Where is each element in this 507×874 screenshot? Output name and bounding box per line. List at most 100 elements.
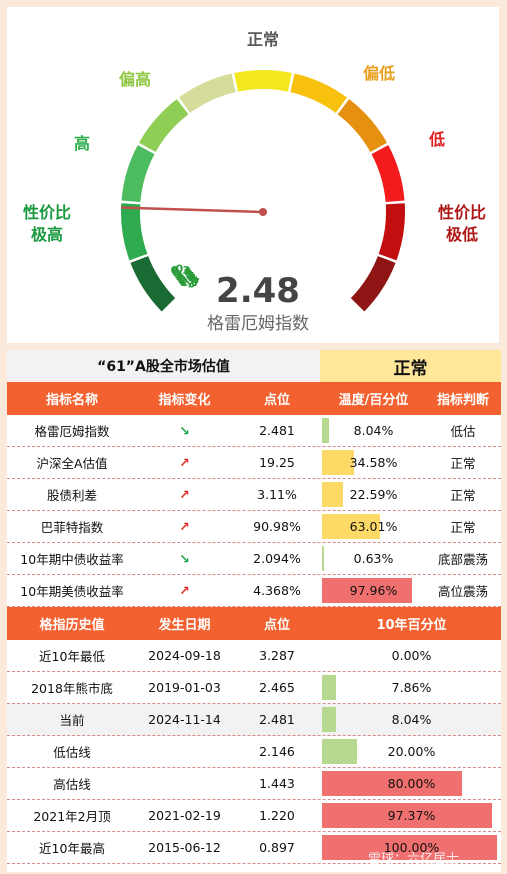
history-name-text: 低估线 bbox=[53, 745, 91, 760]
indicator-judgment: 正常 bbox=[425, 511, 501, 542]
percentile-bar bbox=[322, 450, 354, 475]
indicator-percentile-text: 22.59% bbox=[349, 487, 398, 502]
history-column-header: 点位 bbox=[232, 607, 322, 640]
history-value: 2.146 bbox=[232, 736, 322, 767]
watermark-text: 雪球：六亿居士 bbox=[368, 852, 460, 867]
indicator-value: 2.094% bbox=[232, 543, 322, 574]
history-percentile-text: 0.00% bbox=[391, 648, 432, 663]
indicator-name: 沪深全A估值 bbox=[7, 447, 137, 478]
section-title: “61”A股全市场估值 bbox=[7, 350, 320, 382]
history-value-text: 0.897 bbox=[259, 840, 295, 855]
indicator-change: ↗ bbox=[137, 575, 232, 606]
indicator-name-text: 格雷厄姆指数 bbox=[34, 424, 110, 439]
history-name-text: 2018年熊市底 bbox=[31, 681, 113, 696]
history-percentile-bar bbox=[322, 675, 336, 700]
history-value-text: 2.481 bbox=[259, 712, 295, 727]
gauge-zone-label: 高 bbox=[74, 134, 90, 153]
gauge-segment bbox=[139, 99, 189, 153]
indicator-change: ↘ bbox=[137, 543, 232, 574]
gauge-zone-label: 偏低 bbox=[363, 64, 395, 83]
indicator-percentile-text: 8.04% bbox=[353, 423, 394, 438]
gauge-name: 格雷厄姆指数 bbox=[207, 314, 309, 334]
indicator-judgment-text: 正常 bbox=[450, 520, 476, 535]
history-percentile-text: 7.86% bbox=[391, 680, 432, 695]
valuation-table: “61”A股全市场估值 正常 指标名称 指标变化 点位 温度/百分位 指标判断 格雷厄姆指数 ↘… bbox=[7, 350, 501, 872]
indicator-name-text: 沪深全A估值 bbox=[36, 456, 108, 471]
indicator-name: 10年期美债收益率 bbox=[7, 575, 137, 606]
indicator-name-text: 股债利差 bbox=[46, 488, 97, 503]
history-name: 低估线 bbox=[7, 736, 137, 767]
history-date: 2019-01-03 bbox=[137, 672, 232, 703]
column-header-text: 指标变化 bbox=[158, 393, 211, 408]
table-row: 股债利差 ↗ 3.11% 22.59% 正常 bbox=[7, 479, 501, 511]
history-date: 2021-02-19 bbox=[137, 800, 232, 831]
gauge-segment bbox=[121, 145, 155, 203]
gauge-needle bbox=[121, 206, 264, 214]
table-row: 格雷厄姆指数 ↘ 2.481 8.04% 低估 bbox=[7, 415, 501, 447]
gauge-segment bbox=[130, 256, 176, 312]
indicator-change-arrow: ↗ bbox=[179, 455, 190, 470]
indicator-value: 4.368% bbox=[232, 575, 322, 606]
history-row: 当前 2024-11-14 2.481 8.04% bbox=[7, 704, 501, 736]
indicator-judgment-text: 低估 bbox=[450, 424, 476, 439]
indicator-percentile: 63.01% bbox=[322, 511, 425, 542]
indicator-name-text: 10年期中债收益率 bbox=[20, 552, 124, 567]
gauge-tick-label: 2.7 bbox=[180, 276, 200, 289]
history-name-text: 当前 bbox=[59, 713, 85, 728]
indicator-value: 19.25 bbox=[232, 447, 322, 478]
indicator-value: 90.98% bbox=[232, 511, 322, 542]
watermark: 雪球：六亿居士 bbox=[368, 848, 459, 867]
gauge-tick-label: 2.4 bbox=[179, 275, 199, 288]
gauge-zone-label: 极低 bbox=[446, 225, 478, 244]
indicator-percentile-text: 97.96% bbox=[349, 583, 398, 598]
gauge-segment bbox=[350, 256, 396, 312]
gauge-zone-label: 正常 bbox=[247, 30, 279, 49]
column-header: 指标判断 bbox=[425, 382, 501, 415]
indicator-judgment-text: 底部震荡 bbox=[437, 552, 488, 567]
section-title-row: “61”A股全市场估值 正常 bbox=[7, 350, 501, 382]
indicator-name: 股债利差 bbox=[7, 479, 137, 510]
indicator-judgment: 高位震荡 bbox=[425, 575, 501, 606]
indicator-value-text: 3.11% bbox=[257, 487, 297, 502]
gauge-panel: 3 2.7 2.4 2.1 1.8 1.5 1.2 0.9 0.6 0.3 0 性价比 极高 高 偏高 正常偏… bbox=[7, 7, 499, 343]
history-date-text: 2015-06-12 bbox=[148, 840, 221, 855]
gauge-zone-label: 性价比 bbox=[438, 203, 486, 222]
column-header: 指标名称 bbox=[7, 382, 137, 415]
indicator-value: 3.11% bbox=[232, 479, 322, 510]
gauge-zone-label: 偏高 bbox=[119, 70, 151, 89]
history-row: 低估线 2.146 20.00% bbox=[7, 736, 501, 768]
indicator-change: ↘ bbox=[137, 415, 232, 446]
column-header-text: 温度/百分位 bbox=[338, 393, 409, 408]
history-column-header-text: 点位 bbox=[263, 618, 290, 633]
percentile-bar bbox=[322, 546, 324, 571]
indicator-judgment: 正常 bbox=[425, 479, 501, 510]
gauge-tick-label: 0 bbox=[175, 262, 183, 275]
column-header-text: 指标判断 bbox=[436, 393, 489, 408]
history-value-text: 1.443 bbox=[259, 776, 295, 791]
history-percentile-text: 100.00% bbox=[383, 840, 440, 855]
history-value: 0.897 bbox=[232, 832, 322, 863]
indicator-judgment: 低估 bbox=[425, 415, 501, 446]
history-row: 2021年2月顶 2021-02-19 1.220 97.37% bbox=[7, 800, 501, 832]
indicator-judgment-text: 正常 bbox=[450, 456, 476, 471]
indicator-percentile-text: 0.63% bbox=[353, 551, 394, 566]
gauge-segment bbox=[371, 145, 405, 203]
history-value-text: 1.220 bbox=[259, 808, 295, 823]
history-name: 近10年最高 bbox=[7, 832, 137, 863]
column-header: 温度/百分位 bbox=[322, 382, 425, 415]
indicator-judgment-text: 正常 bbox=[450, 488, 476, 503]
gauge-tick-label: 1.2 bbox=[174, 269, 194, 282]
gauge-tick-label: 0.9 bbox=[173, 267, 193, 280]
indicator-value-text: 2.481 bbox=[259, 423, 295, 438]
history-percentile-text: 97.37% bbox=[387, 808, 436, 823]
history-row: 近10年最低 2024-09-18 3.287 0.00% bbox=[7, 640, 501, 672]
gauge-segment bbox=[337, 99, 387, 153]
gauge-segment bbox=[234, 70, 292, 92]
gauge-zone-label: 低 bbox=[428, 130, 445, 149]
gauge-value: 2.48 bbox=[216, 271, 300, 311]
indicator-name: 巴菲特指数 bbox=[7, 511, 137, 542]
history-percentile: 20.00% bbox=[322, 736, 501, 767]
indicator-percentile: 97.96% bbox=[322, 575, 425, 606]
history-name: 当前 bbox=[7, 704, 137, 735]
